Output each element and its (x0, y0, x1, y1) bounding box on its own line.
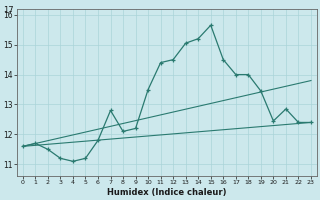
X-axis label: Humidex (Indice chaleur): Humidex (Indice chaleur) (107, 188, 227, 197)
Text: 17: 17 (3, 6, 14, 15)
